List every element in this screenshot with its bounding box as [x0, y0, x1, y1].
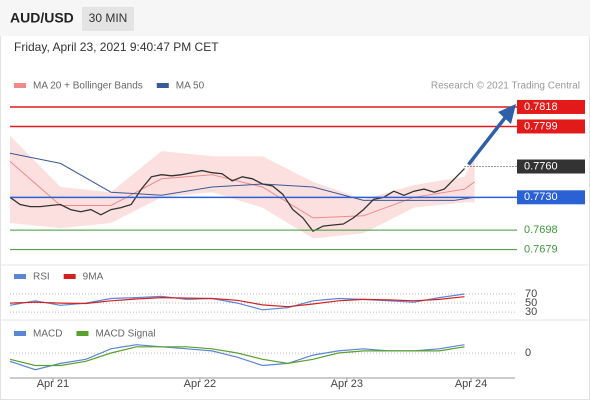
legend-swatch [14, 274, 26, 279]
series-line [9, 346, 465, 367]
legend-label: RSI [33, 272, 50, 283]
timeframe: 30 MIN [89, 11, 128, 25]
y-tick-label: 0 [525, 347, 531, 359]
x-tick-label: Apr 22 [184, 378, 216, 390]
y-tick-label: 50 [525, 297, 537, 309]
level-box [517, 190, 585, 205]
level-box [517, 99, 585, 114]
legend-label: MA 20 + Bollinger Bands [33, 81, 143, 92]
symbol: AUD/USD [10, 10, 74, 26]
timeframe-badge [82, 7, 134, 31]
x-tick-label: Apr 21 [37, 378, 69, 390]
legend-swatch [156, 83, 169, 88]
bollinger-band [10, 135, 475, 239]
y-tick-label: 30 [525, 306, 537, 318]
legend-label: MACD [33, 329, 62, 340]
legend-swatch [63, 274, 76, 279]
series-line [9, 161, 475, 219]
level-label: 0.7760 [524, 160, 558, 172]
legend-label: MA 50 [176, 81, 205, 92]
price-line [9, 168, 465, 233]
target-arrow [467, 112, 510, 166]
level-label: 0.7799 [524, 120, 558, 132]
target-arrowhead [498, 104, 516, 124]
level-box [517, 159, 585, 174]
legend-swatch [14, 331, 26, 336]
series-line [9, 296, 465, 308]
x-tick-label: Apr 24 [455, 378, 487, 390]
legend-label: 9MA [83, 272, 104, 283]
level-label: 0.7698 [524, 224, 558, 236]
level-box [517, 119, 585, 134]
source: Research © 2021 Trading Central [431, 81, 580, 92]
level-label: 0.7679 [524, 244, 558, 256]
legend-label: MACD Signal [95, 329, 155, 340]
datetime: Friday, April 23, 2021 9:40:47 PM CET [14, 40, 219, 54]
y-tick-label: 70 [525, 288, 537, 300]
level-label: 0.7818 [524, 101, 558, 113]
level-label: 0.7730 [524, 191, 558, 203]
x-tick-label: Apr 23 [331, 378, 363, 390]
legend-swatch [14, 83, 26, 88]
legend-swatch [76, 331, 89, 336]
